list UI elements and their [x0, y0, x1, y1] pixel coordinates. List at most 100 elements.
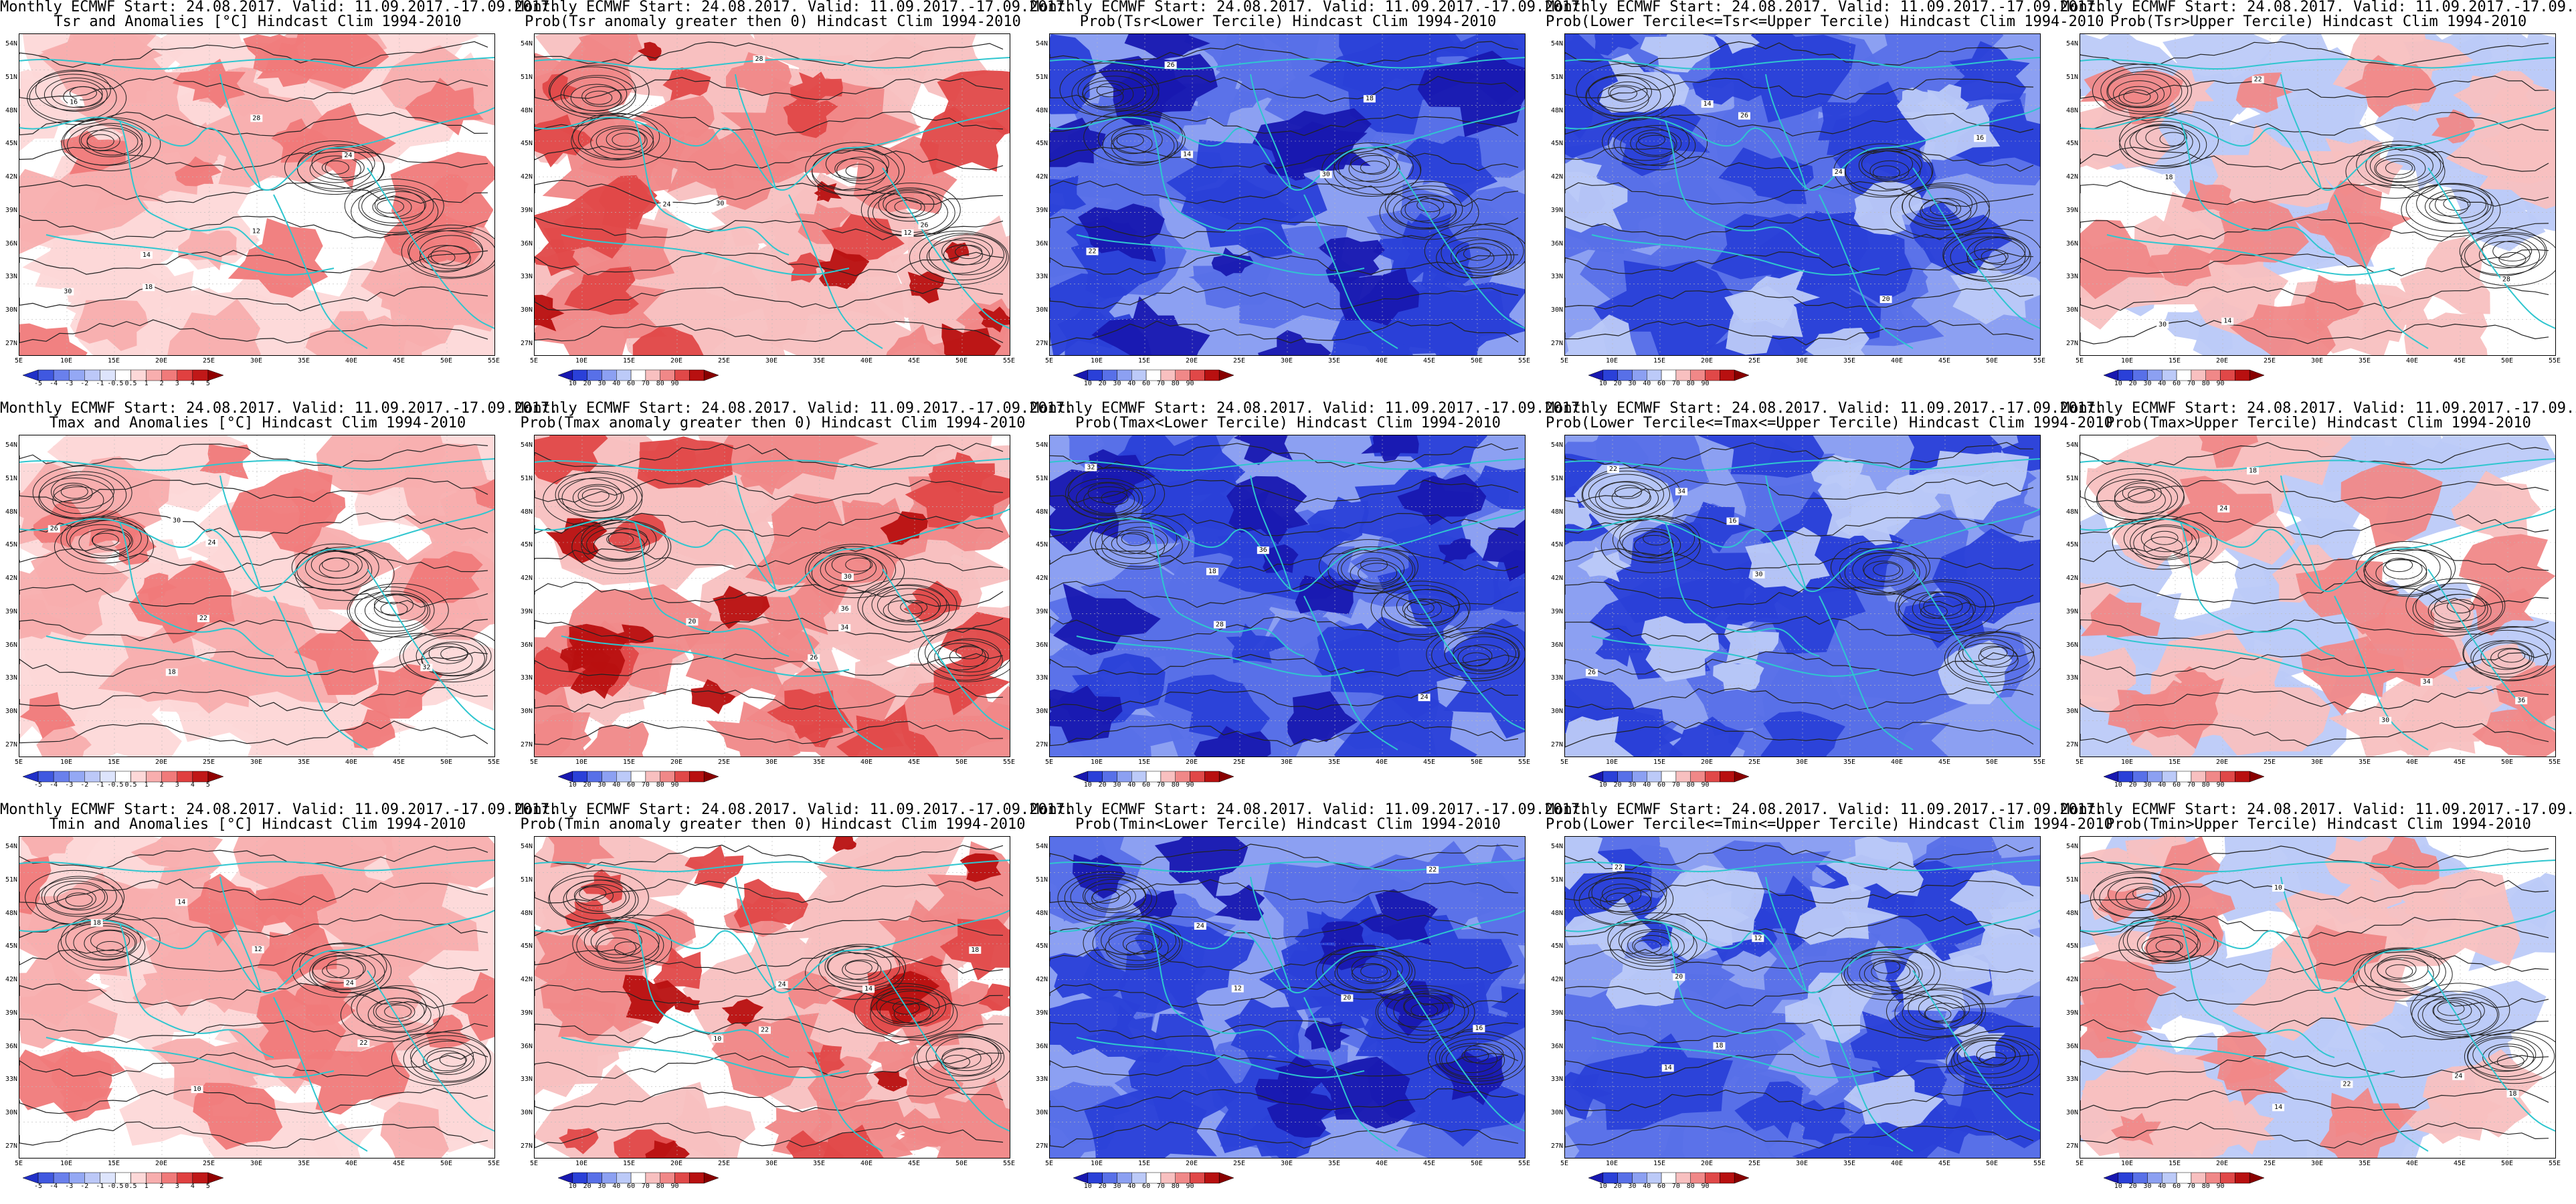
latitude-label: 33N	[520, 674, 533, 682]
colorbar-tick-label: 90	[670, 781, 679, 789]
panel-title-line2: Prob(Tmax<Lower Tercile) Hindcast Clim 1…	[1075, 415, 1501, 431]
panel-title: Monthly ECMWF Start: 24.08.2017. Valid: …	[1546, 803, 2113, 832]
colorbar-swatch	[1160, 369, 1176, 381]
longitude-label: 45E	[2453, 759, 2466, 766]
contour-label-bg	[1085, 464, 1097, 472]
longitude-label: 10E	[1090, 1160, 1103, 1167]
colorbar-tick-label: -1	[96, 380, 104, 387]
latitude-label: 48N	[520, 106, 533, 114]
contour-label-bg	[2340, 1080, 2353, 1088]
colorbar-swatch	[572, 771, 587, 783]
latitude-label: 36N	[1550, 239, 1563, 247]
latitude-label: 42N	[520, 976, 533, 984]
panel-title-line1: Monthly ECMWF Start: 24.08.2017. Valid: …	[1546, 400, 2104, 417]
panel-title-line1: Monthly ECMWF Start: 24.08.2017. Valid: …	[515, 0, 1074, 15]
contour-label-bg	[1752, 571, 1765, 579]
longitude-label: 10E	[1605, 357, 1619, 365]
longitude-label: 30E	[765, 759, 778, 766]
colorbar-tick-label: 10	[1598, 781, 1607, 789]
longitude-label: 5E	[1560, 357, 1569, 365]
colorbar-swatch	[115, 1172, 131, 1184]
latitude-label: 45N	[520, 541, 533, 549]
contour-label: 22	[1429, 866, 1437, 874]
latitude-label: 27N	[5, 340, 17, 347]
contour-label: 20	[688, 618, 696, 625]
contour-label-bg	[1675, 488, 1688, 496]
colorbar-swatch	[587, 369, 602, 381]
latitude-label: 51N	[2065, 73, 2078, 81]
probability-field: 24 28 30 26 12	[535, 34, 1010, 355]
latitude-label: 54N	[1035, 843, 1048, 850]
colorbar-tick-label: 70	[2187, 781, 2195, 789]
colorbar-tick-label: 80	[1171, 380, 1180, 387]
colorbar-swatch	[161, 369, 178, 381]
longitude-label: 10E	[2120, 759, 2134, 766]
latitude-label: 39N	[1035, 1009, 1048, 1017]
colorbar-swatch	[1734, 771, 1750, 783]
longitude-label: 5E	[529, 1160, 539, 1167]
colorbar-tick-label: 30	[597, 1183, 606, 1190]
colorbar-probability	[557, 771, 719, 783]
colorbar-tick-label: 60	[627, 1183, 636, 1190]
colorbar-tick-label: 1	[144, 1183, 149, 1190]
forecast-panel: Monthly ECMWF Start: 24.08.2017. Valid: …	[1546, 0, 2104, 401]
contour-label: 36	[1259, 546, 1267, 554]
contour-label: 20	[1675, 973, 1683, 981]
latitude-label: 39N	[5, 607, 17, 615]
colorbar-tick-label: 70	[2187, 380, 2195, 387]
contour-label: 26	[810, 654, 818, 662]
colorbar-swatch	[689, 1172, 705, 1184]
colorbar-swatch	[37, 1172, 54, 1184]
latitude-label: 45N	[5, 942, 17, 950]
colorbar-swatch	[674, 771, 690, 783]
colorbar-tick-label: 4	[190, 781, 195, 789]
colorbar-swatch	[1661, 369, 1677, 381]
longitude-label: 35E	[297, 357, 310, 365]
longitude-label: 10E	[60, 759, 73, 766]
colorbar-tick-label: -3	[65, 1183, 74, 1190]
map-plot-area: 14 16 20 24 26	[1564, 33, 2041, 356]
latitude-label: 36N	[2065, 641, 2078, 649]
longitude-label: 55E	[2548, 759, 2561, 766]
latitude-label: 30N	[1035, 306, 1048, 314]
colorbar-swatch	[660, 771, 675, 783]
longitude-label: 50E	[2500, 1160, 2514, 1167]
latitude-label: 51N	[1035, 876, 1048, 884]
longitude-label: 50E	[1985, 357, 1999, 365]
panel-title: Monthly ECMWF Start: 24.08.2017. Valid: …	[2061, 803, 2576, 832]
longitude-label: 35E	[812, 1160, 826, 1167]
panel-title: Monthly ECMWF Start: 24.08.2017. Valid: …	[0, 401, 558, 431]
longitude-label: 40E	[860, 1160, 873, 1167]
latitude-label: 33N	[1035, 1076, 1048, 1084]
colorbar-tick-label: 20	[2128, 1183, 2137, 1190]
panel-title: Monthly ECMWF Start: 24.08.2017. Valid: …	[515, 401, 1073, 431]
panel-title: Monthly ECMWF Start: 24.08.2017. Valid: …	[0, 803, 558, 832]
latitude-label: 45N	[520, 140, 533, 148]
colorbar: 10 20 30 40 60 70 80 90	[1546, 1171, 2061, 1190]
colorbar-tick-label: 90	[1186, 781, 1194, 789]
contour-label-bg	[2515, 696, 2528, 704]
latitude-label: 42N	[5, 173, 17, 181]
colorbar-tick-label: 5	[205, 380, 210, 387]
contour-label-bg	[1606, 466, 1619, 474]
latitude-label: 27N	[2065, 340, 2078, 347]
colorbar-tick-label: 90	[1186, 1183, 1194, 1190]
longitude-label: 15E	[1653, 1160, 1666, 1167]
panel-title-line2: Prob(Tmax>Upper Tercile) Hindcast Clim 1…	[2106, 415, 2531, 431]
latitude-label: 51N	[1550, 876, 1563, 884]
latitude-label: 30N	[2065, 306, 2078, 314]
colorbar-tick-label: 60	[1142, 380, 1151, 387]
contour-label-bg	[90, 919, 103, 927]
latitude-label: 33N	[5, 273, 17, 281]
latitude-label: 39N	[1550, 206, 1563, 214]
panel-title: Monthly ECMWF Start: 24.08.2017. Valid: …	[2061, 401, 2576, 431]
colorbar-tick-label: 20	[583, 781, 591, 789]
colorbar-tick-label: 20	[1098, 380, 1107, 387]
longitude-label: 45E	[2453, 1160, 2466, 1167]
colorbar-swatch	[2191, 1172, 2206, 1184]
contour-label-bg	[1341, 994, 1354, 1002]
colorbar-tick-label: 20	[1613, 380, 1622, 387]
colorbar-swatch	[2103, 771, 2119, 783]
longitude-label: 15E	[1653, 759, 1666, 766]
colorbar-swatch	[616, 369, 632, 381]
